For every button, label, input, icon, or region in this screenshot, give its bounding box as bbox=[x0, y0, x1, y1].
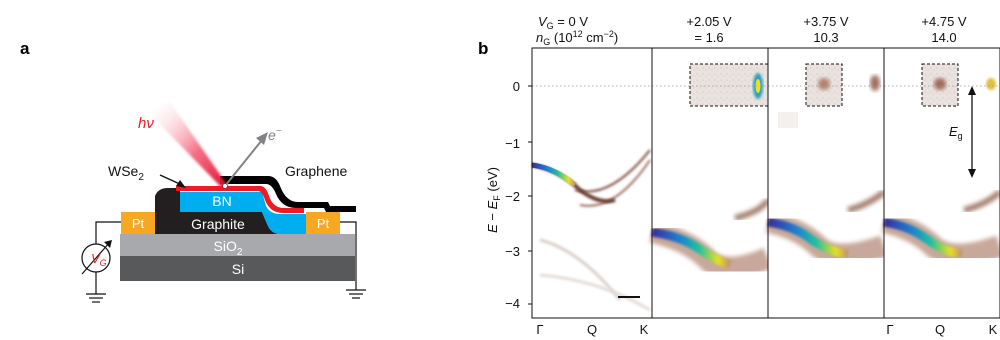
cb-pocket-3 bbox=[818, 78, 830, 90]
graphene-label: Graphene bbox=[285, 163, 347, 179]
wse2-pointer-head bbox=[176, 180, 186, 188]
si-layer bbox=[120, 256, 355, 281]
electron-arrowhead bbox=[256, 132, 268, 145]
ytick-3: −3 bbox=[505, 244, 520, 259]
panel-b-frame bbox=[531, 47, 1000, 319]
ytick-4: −4 bbox=[505, 296, 520, 311]
vb-side-3 bbox=[847, 189, 886, 213]
sio2-layer bbox=[120, 234, 355, 256]
electron-label: e− bbox=[268, 126, 282, 143]
header-density-label: nG (1012 cm−2) bbox=[536, 29, 618, 47]
inset-3-frame bbox=[805, 63, 843, 107]
faint-band-2 bbox=[539, 273, 651, 312]
cb-pocket-4 bbox=[934, 78, 946, 90]
xtick-left-gamma: Γ bbox=[536, 322, 543, 337]
arpes-panel-4: Eg bbox=[881, 48, 1000, 318]
cb-pocket-4-k bbox=[986, 78, 996, 90]
vb-band-2 bbox=[651, 227, 732, 270]
panel-3-mask bbox=[778, 112, 798, 128]
gate-source-arrow bbox=[81, 241, 111, 275]
vb-band-4 bbox=[883, 217, 963, 259]
electron-arrow bbox=[224, 139, 263, 187]
panel-a-label: a bbox=[20, 39, 30, 58]
pt-left-label: Pt bbox=[132, 216, 145, 231]
gate-voltage-label: VG bbox=[91, 251, 107, 268]
gap-label: Eg bbox=[949, 124, 963, 141]
gate-source-arrowhead bbox=[104, 240, 112, 248]
si-label: Si bbox=[232, 261, 244, 277]
bn-layer bbox=[180, 192, 306, 234]
emission-point bbox=[222, 183, 228, 189]
ytick-0: 0 bbox=[513, 79, 520, 94]
wse2-label: WSe2 bbox=[108, 163, 144, 183]
inset-4-frame bbox=[921, 63, 959, 107]
header-voltage-3: +3.75 V bbox=[803, 14, 849, 29]
gap-arrow-bottom bbox=[968, 169, 976, 178]
pt-left bbox=[121, 212, 155, 234]
vb-band-3 bbox=[767, 217, 849, 259]
pt-right bbox=[306, 212, 340, 234]
arpes-panel-3 bbox=[765, 48, 888, 318]
wse2-layer bbox=[176, 186, 304, 213]
graphite-label: Graphite bbox=[191, 216, 245, 232]
light-beam bbox=[148, 102, 228, 188]
pt-right-label: Pt bbox=[317, 216, 330, 231]
graphene-layer bbox=[220, 176, 356, 212]
header-density-2: = 1.6 bbox=[694, 30, 723, 45]
ytick-1: −1 bbox=[505, 136, 520, 151]
xtick-left-k: K bbox=[640, 322, 649, 337]
header-voltage-4: +4.75 V bbox=[921, 14, 967, 29]
ytick-2: −2 bbox=[505, 189, 520, 204]
xtick-right-k: K bbox=[989, 322, 998, 337]
xtick-left-q: Q bbox=[587, 322, 597, 337]
cb-pocket-3-k bbox=[870, 75, 880, 91]
header-density-3: 10.3 bbox=[813, 30, 838, 45]
band-gamma bbox=[531, 162, 577, 187]
panel-b-label: b bbox=[478, 39, 488, 58]
header-density-4: 14.0 bbox=[931, 30, 956, 45]
gate-wire-top bbox=[95, 221, 121, 246]
photon-label: hν bbox=[138, 115, 154, 132]
arpes-panel-2 bbox=[649, 48, 773, 318]
y-ticks: 0 −1 −2 −3 −4 bbox=[505, 79, 520, 311]
header-voltage-label: VG = 0 V bbox=[538, 14, 588, 31]
arpes-panel-1 bbox=[531, 48, 652, 318]
panel-a: a Si SiO2 Pt Pt Graphite BN hν e− bbox=[20, 39, 366, 303]
xtick-right-gamma: Γ bbox=[886, 322, 893, 337]
panel-b: b VG = 0 V nG (1012 cm−2) +2.05 V = 1.6 … bbox=[478, 14, 1000, 337]
vb-side-4 bbox=[963, 189, 1000, 213]
y-tick-marks bbox=[528, 85, 532, 305]
vb-side-2 bbox=[734, 198, 771, 221]
band-k-2 bbox=[579, 159, 651, 207]
cb-pocket-2-core bbox=[755, 79, 761, 93]
right-wire bbox=[340, 221, 357, 290]
xtick-right-q: Q bbox=[935, 322, 945, 337]
gap-arrow-top bbox=[968, 86, 976, 95]
y-axis-label: E − EF (eV) bbox=[485, 167, 502, 233]
graphite-layer bbox=[155, 188, 280, 234]
header-voltage-2: +2.05 V bbox=[686, 14, 732, 29]
sio2-label: SiO2 bbox=[214, 238, 243, 258]
bn-label: BN bbox=[212, 193, 231, 209]
